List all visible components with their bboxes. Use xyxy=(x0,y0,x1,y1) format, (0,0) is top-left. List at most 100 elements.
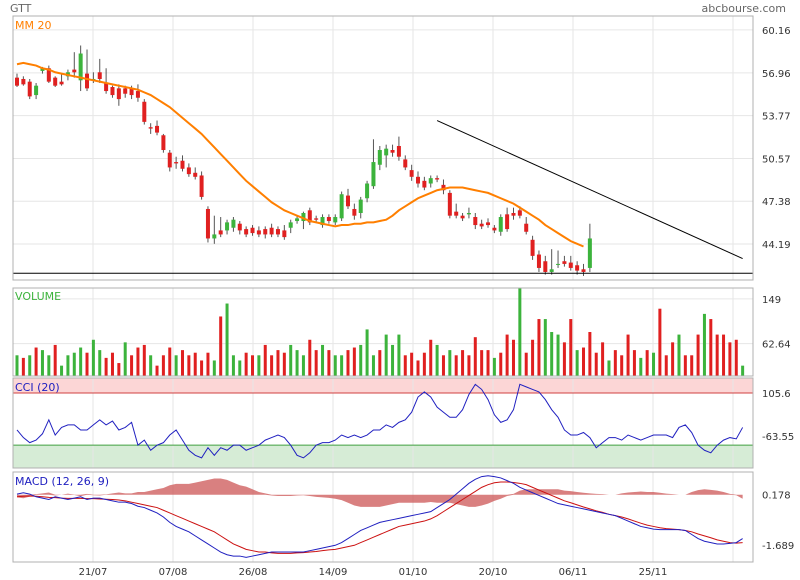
volume-bar xyxy=(47,355,51,376)
volume-bar xyxy=(562,342,566,376)
volume-bar xyxy=(403,355,407,376)
volume-bar xyxy=(40,350,44,376)
candle-body xyxy=(244,229,249,235)
volume-bar xyxy=(410,352,414,376)
candle-body xyxy=(256,230,261,235)
volume-bar xyxy=(588,332,592,376)
volume-bar xyxy=(639,357,643,376)
volume-bar xyxy=(658,308,662,376)
volume-bar xyxy=(467,355,471,376)
volume-bar xyxy=(161,355,165,376)
volume-bar xyxy=(200,360,204,376)
candle-body xyxy=(511,212,516,216)
volume-bar xyxy=(422,352,426,376)
candle-body xyxy=(78,53,83,81)
volume-bar xyxy=(556,334,560,376)
volume-bar xyxy=(531,339,535,376)
candle-body xyxy=(422,180,427,188)
volume-bar xyxy=(683,355,687,376)
x-tick-label: 07/08 xyxy=(159,567,188,578)
candle-body xyxy=(428,178,433,184)
candle-body xyxy=(365,183,370,199)
volume-bar xyxy=(34,347,38,376)
candle-body xyxy=(250,227,255,234)
candle-body xyxy=(581,269,586,272)
volume-bar xyxy=(244,352,248,376)
volume-bar xyxy=(371,355,375,376)
candle-body xyxy=(142,101,147,122)
candle-body xyxy=(384,148,389,156)
volume-bar xyxy=(289,344,293,376)
candle-body xyxy=(72,69,77,73)
candle-body xyxy=(333,217,338,223)
volume-bar xyxy=(193,352,197,376)
x-tick-label: 14/09 xyxy=(319,567,348,578)
volume-bar xyxy=(66,355,70,376)
volume-bar xyxy=(28,355,32,376)
x-tick-label: 06/11 xyxy=(559,567,588,578)
volume-bar xyxy=(333,355,337,376)
volume-bar xyxy=(308,339,312,376)
price-tick-label: 53.77 xyxy=(762,112,791,123)
volume-bar xyxy=(301,355,305,376)
candle-body xyxy=(295,218,300,222)
x-tick-label: 01/10 xyxy=(399,567,428,578)
candle-body xyxy=(186,167,191,175)
candle-body xyxy=(225,222,230,231)
candle-body xyxy=(575,265,580,271)
volume-bar xyxy=(346,350,350,376)
macd-histogram xyxy=(17,478,743,507)
volume-bar xyxy=(15,355,19,376)
volume-bar xyxy=(270,355,274,376)
candle-body xyxy=(135,91,140,98)
volume-bar xyxy=(110,352,114,376)
candle-body xyxy=(536,254,541,268)
volume-bar xyxy=(696,334,700,376)
candle-body xyxy=(524,223,529,232)
candle-body xyxy=(358,199,363,213)
price-tick-label: 47.38 xyxy=(762,197,791,208)
candle-body xyxy=(116,88,121,100)
volume-bar xyxy=(537,319,541,376)
volume-bar xyxy=(257,355,261,376)
ma20-line xyxy=(16,61,584,248)
volume-bar xyxy=(569,319,573,376)
candle-body xyxy=(307,210,312,223)
volume-bar xyxy=(690,355,694,376)
macd-tick-label: -1.689 xyxy=(762,541,794,552)
macd-signal-line xyxy=(16,481,743,554)
candle-body xyxy=(15,77,19,86)
candle-body xyxy=(123,88,128,94)
candle-body xyxy=(199,175,204,197)
volume-bar xyxy=(321,344,325,376)
candle-body xyxy=(314,218,319,220)
volume-bar xyxy=(282,352,286,376)
volume-bar xyxy=(607,360,611,376)
volume-bar xyxy=(53,344,57,376)
volume-bar xyxy=(219,316,223,376)
volume-bar xyxy=(518,288,522,376)
candle-body xyxy=(377,150,382,165)
x-tick-label: 21/07 xyxy=(79,567,108,578)
candle-body xyxy=(288,222,293,228)
volume-bar xyxy=(722,334,726,376)
candle-body xyxy=(46,68,51,82)
volume-bar xyxy=(492,357,496,376)
volume-bar xyxy=(505,334,509,376)
price-tick-label: 44.19 xyxy=(762,240,791,251)
volume-bar xyxy=(130,355,134,376)
candle-body xyxy=(161,135,166,151)
volume-bar xyxy=(142,344,146,376)
candle-body xyxy=(155,125,160,133)
volume-bar xyxy=(295,350,299,376)
candle-body xyxy=(110,87,115,96)
volume-bar xyxy=(677,334,681,376)
cci-panel-title: CCI (20) xyxy=(15,381,60,394)
volume-bar xyxy=(582,347,586,376)
volume-bar xyxy=(645,350,649,376)
candle-body xyxy=(435,178,440,180)
cci-tick-label: 105.6 xyxy=(762,389,791,400)
candle-body xyxy=(237,223,242,231)
volume-bar xyxy=(709,319,713,376)
